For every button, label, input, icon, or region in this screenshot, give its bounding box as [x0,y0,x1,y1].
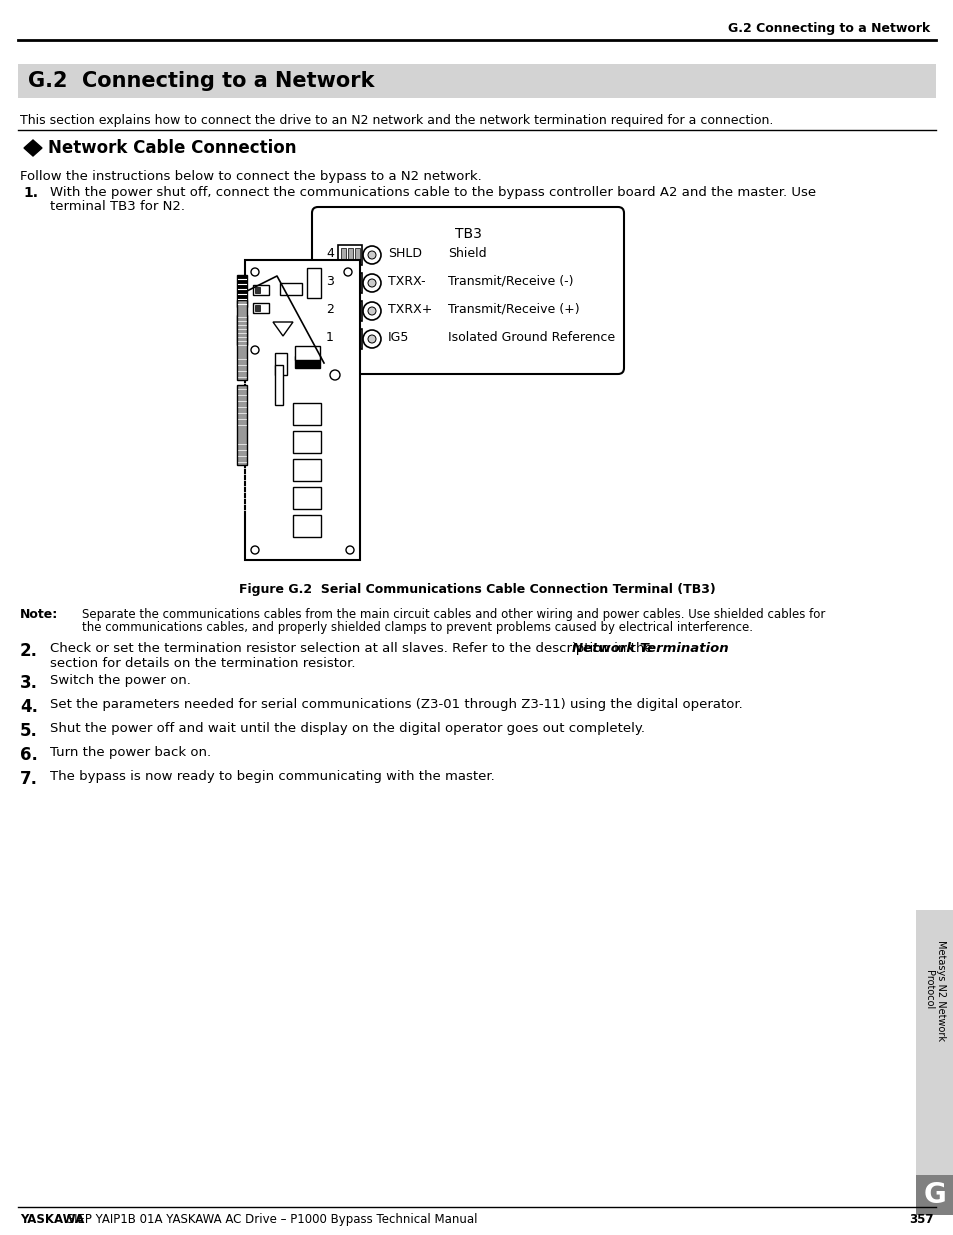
Text: Network Cable Connection: Network Cable Connection [48,140,296,157]
Bar [337,245,361,266]
Text: G.2 Connecting to a Network: G.2 Connecting to a Network [727,21,929,35]
Circle shape [330,370,339,380]
Circle shape [368,335,375,343]
Bar [348,332,353,347]
Text: Transmit/Receive (+): Transmit/Receive (+) [448,303,579,315]
Bar [253,285,269,295]
FancyBboxPatch shape [312,207,623,374]
Text: Shut the power off and wait until the display on the digital operator goes out c: Shut the power off and wait until the di… [50,722,644,735]
Text: Network Termination: Network Termination [572,642,728,655]
Text: section for details on the termination resistor.: section for details on the termination r… [50,657,355,671]
Bar [274,353,287,375]
Bar [293,459,320,480]
Text: Note:: Note: [20,608,58,621]
Bar [355,248,359,263]
Text: TXRX-: TXRX- [388,274,425,288]
Text: SHLD: SHLD [388,247,421,259]
Bar [355,275,359,291]
Circle shape [363,246,380,264]
Text: Transmit/Receive (-): Transmit/Receive (-) [448,274,573,288]
Bar [337,301,361,321]
Text: TXRX+: TXRX+ [388,303,432,315]
Bar [253,303,269,312]
Text: terminal TB3 for N2.: terminal TB3 for N2. [50,200,185,212]
Bar [348,304,353,319]
Text: Figure G.2  Serial Communications Cable Connection Terminal (TB3): Figure G.2 Serial Communications Cable C… [238,583,715,597]
Text: TB3: TB3 [454,227,481,241]
Text: YASKAWA: YASKAWA [20,1214,84,1226]
Text: 357: 357 [908,1214,933,1226]
Text: the communications cables, and properly shielded clamps to prevent problems caus: the communications cables, and properly … [82,621,752,634]
Text: 4.: 4. [20,698,38,716]
Text: 3.: 3. [20,674,38,692]
Text: Separate the communications cables from the main circuit cables and other wiring: Separate the communications cables from … [82,608,824,621]
Text: Check or set the termination resistor selection at all slaves. Refer to the desc: Check or set the termination resistor se… [50,642,657,655]
Text: IG5: IG5 [388,331,409,343]
Circle shape [368,279,375,287]
Bar [340,332,346,347]
Text: 2: 2 [326,303,334,315]
Circle shape [251,546,258,555]
Text: Isolated Ground Reference: Isolated Ground Reference [448,331,615,343]
Text: 2.: 2. [20,642,38,659]
Bar [293,403,320,425]
Bar [293,515,320,537]
Text: 4: 4 [326,247,334,259]
Bar [236,315,247,345]
Text: 6.: 6. [20,746,38,764]
Text: 5.: 5. [20,722,38,740]
Circle shape [346,546,354,555]
Text: This section explains how to connect the drive to an N2 network and the network : This section explains how to connect the… [20,114,773,127]
Text: Switch the power on.: Switch the power on. [50,674,191,687]
Text: G.2  Connecting to a Network: G.2 Connecting to a Network [28,70,375,91]
Bar [294,356,319,368]
Bar [254,287,260,293]
Bar [348,248,353,263]
Circle shape [344,268,352,275]
Circle shape [363,330,380,348]
Bar [337,273,361,293]
Bar [254,305,260,311]
Circle shape [368,308,375,315]
Polygon shape [24,140,42,156]
Text: 3: 3 [326,274,334,288]
Bar [236,385,247,466]
Bar [915,910,953,1174]
Bar [340,304,346,319]
Bar [18,64,935,98]
Bar [340,248,346,263]
Bar [236,300,247,380]
Text: Follow the instructions below to connect the bypass to a N2 network.: Follow the instructions below to connect… [20,170,481,183]
Bar [280,283,302,295]
Bar [274,366,283,405]
Bar [293,487,320,509]
Bar [355,332,359,347]
Circle shape [363,274,380,291]
Bar [294,346,319,359]
Text: Turn the power back on.: Turn the power back on. [50,746,211,760]
Text: With the power shut off, connect the communications cable to the bypass controll: With the power shut off, connect the com… [50,186,815,199]
Circle shape [363,303,380,320]
Text: Shield: Shield [448,247,486,259]
Text: Metasys N2 Network
Protocol: Metasys N2 Network Protocol [923,940,944,1041]
Text: 7.: 7. [20,769,38,788]
Bar [293,431,320,453]
Text: Set the parameters needed for serial communications (Z3-01 through Z3-11) using : Set the parameters needed for serial com… [50,698,742,711]
Bar [236,275,247,308]
Bar [915,1174,953,1215]
Bar [337,329,361,350]
Text: 1: 1 [326,331,334,343]
Bar [245,261,359,559]
Bar [307,268,320,298]
Bar [340,275,346,291]
Text: The bypass is now ready to begin communicating with the master.: The bypass is now ready to begin communi… [50,769,495,783]
Text: SIEP YAIP1B 01A YASKAWA AC Drive – P1000 Bypass Technical Manual: SIEP YAIP1B 01A YASKAWA AC Drive – P1000… [63,1214,477,1226]
Circle shape [368,251,375,259]
Text: G: G [923,1181,945,1209]
Circle shape [251,268,258,275]
Bar [355,304,359,319]
Circle shape [251,346,258,354]
Text: 1.: 1. [23,186,38,200]
Bar [348,275,353,291]
